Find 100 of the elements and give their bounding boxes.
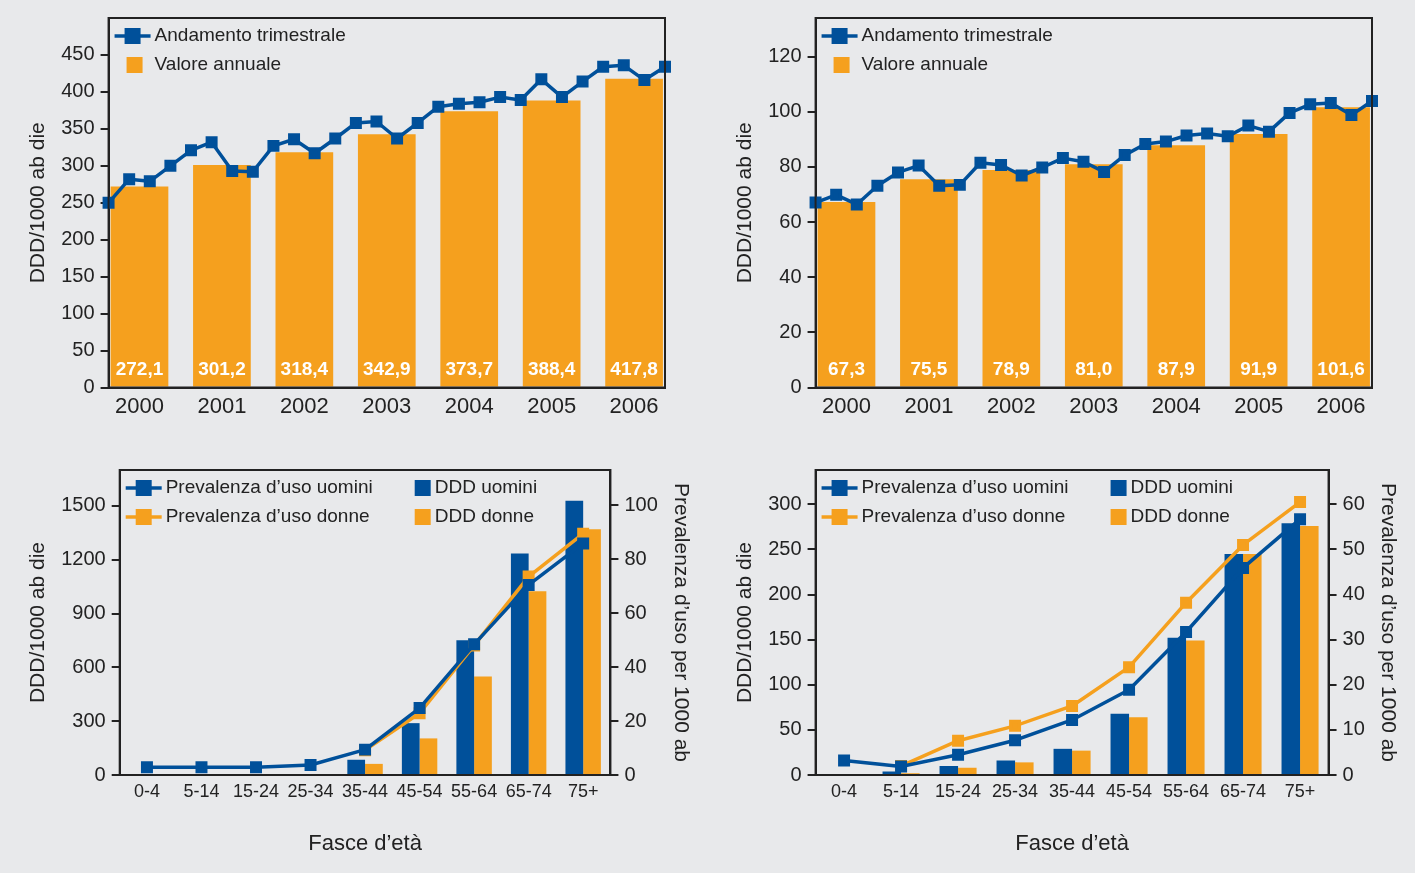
y2-tick-label: 30 bbox=[1342, 627, 1365, 650]
y-tick-label: 120 bbox=[768, 44, 802, 67]
x-tick-label: 55-64 bbox=[451, 780, 498, 801]
x-tick-label: 15-24 bbox=[232, 780, 280, 801]
x-tick-label: 2004 bbox=[444, 392, 494, 418]
data-label: 91,9 bbox=[1240, 358, 1278, 380]
y-tick-label: 0 bbox=[94, 762, 106, 785]
data-label: 272,1 bbox=[115, 358, 164, 380]
legend-label: Prevalenza d’uso uomini bbox=[861, 476, 1069, 498]
y-tick-label: 0 bbox=[83, 375, 95, 398]
y-tick-label: 900 bbox=[72, 601, 106, 624]
x-tick-label: 2004 bbox=[1151, 392, 1201, 418]
y2-tick-label: 80 bbox=[624, 546, 647, 569]
y-tick-label: 80 bbox=[779, 154, 802, 177]
x-tick-label: 2002 bbox=[279, 392, 329, 418]
y2-tick-label: 50 bbox=[1342, 536, 1365, 559]
x-tick-label: 2001 bbox=[197, 392, 247, 418]
x-tick-label: 2000 bbox=[822, 392, 871, 418]
data-label: 87,9 bbox=[1157, 358, 1195, 380]
y-axis-title: DDD/1000 ab die bbox=[732, 541, 756, 704]
y2-tick-label: 20 bbox=[624, 708, 647, 731]
y-tick-label: 50 bbox=[779, 717, 802, 740]
y-tick-label: 150 bbox=[768, 627, 802, 650]
y-tick-label: 100 bbox=[768, 99, 802, 122]
x-tick-label: 2005 bbox=[1234, 392, 1284, 418]
x-tick-label: 2002 bbox=[986, 392, 1036, 418]
data-label: 342,9 bbox=[363, 358, 411, 380]
y-tick-label: 100 bbox=[61, 301, 95, 324]
legend-label: Valore annuale bbox=[861, 53, 988, 75]
x-tick-label: 35-44 bbox=[342, 780, 389, 801]
x-tick-label: 25-34 bbox=[287, 780, 334, 801]
data-label: 388,4 bbox=[527, 358, 576, 380]
x-tick-label: 5-14 bbox=[883, 780, 920, 801]
x-axis-title: Fasce d’età bbox=[308, 829, 423, 855]
y-tick-label: 400 bbox=[61, 79, 95, 102]
y-tick-label: 1500 bbox=[61, 493, 106, 516]
x-tick-label: 45-54 bbox=[396, 780, 443, 801]
legend-label: Andamento trimestrale bbox=[861, 24, 1053, 46]
data-label: 67,3 bbox=[827, 358, 865, 380]
y-tick-label: 0 bbox=[790, 762, 802, 785]
y2-tick-label: 100 bbox=[624, 492, 658, 515]
legend-label: DDD uomini bbox=[1130, 476, 1233, 498]
x-tick-label: 5-14 bbox=[183, 780, 220, 801]
y-tick-label: 200 bbox=[768, 582, 802, 605]
y-tick-label: 300 bbox=[72, 708, 106, 731]
y-axis-title: DDD/1000 ab die bbox=[732, 122, 756, 284]
y-tick-label: 50 bbox=[72, 338, 95, 361]
x-tick-label: 2000 bbox=[115, 392, 164, 418]
x-tick-label: 75+ bbox=[1284, 780, 1316, 801]
y-tick-label: 450 bbox=[61, 42, 95, 65]
y-tick-label: 0 bbox=[790, 375, 802, 398]
legend-label: Prevalenza d’uso uomini bbox=[165, 476, 373, 498]
y2-tick-label: 20 bbox=[1342, 672, 1365, 695]
y-axis-title: DDD/1000 ab die bbox=[25, 541, 49, 704]
legend-label: DDD uomini bbox=[434, 476, 538, 498]
y2-axis-title: Prevalenza d’uso per 1000 ab bbox=[670, 482, 694, 763]
x-tick-label: 55-64 bbox=[1163, 780, 1210, 801]
x-tick-label: 65-74 bbox=[1220, 780, 1267, 801]
y2-tick-label: 0 bbox=[1342, 762, 1354, 785]
y2-tick-label: 60 bbox=[1342, 491, 1365, 514]
data-label: 75,5 bbox=[910, 358, 948, 380]
y-tick-label: 150 bbox=[61, 264, 95, 287]
x-tick-label: 0-4 bbox=[133, 780, 160, 801]
y-tick-label: 300 bbox=[768, 491, 802, 514]
y2-tick-label: 10 bbox=[1342, 717, 1365, 740]
x-tick-label: 2001 bbox=[904, 392, 954, 418]
data-label: 101,6 bbox=[1317, 358, 1365, 380]
y2-tick-label: 0 bbox=[624, 762, 636, 785]
data-label: 78,9 bbox=[992, 358, 1030, 380]
y-tick-label: 250 bbox=[61, 190, 95, 213]
y-tick-label: 250 bbox=[768, 536, 802, 559]
x-tick-label: 2003 bbox=[362, 392, 412, 418]
y-tick-label: 600 bbox=[72, 654, 106, 677]
x-tick-label: 2005 bbox=[527, 392, 577, 418]
legend-label: Valore annuale bbox=[154, 53, 281, 75]
y-tick-label: 100 bbox=[768, 672, 802, 695]
x-tick-label: 35-44 bbox=[1049, 780, 1096, 801]
x-tick-label: 65-74 bbox=[505, 780, 552, 801]
x-tick-label: 15-24 bbox=[935, 780, 982, 801]
data-label: 318,4 bbox=[280, 358, 329, 380]
y-tick-label: 300 bbox=[61, 153, 95, 176]
y-axis-title: DDD/1000 ab die bbox=[25, 122, 49, 284]
x-tick-label: 75+ bbox=[567, 780, 599, 801]
x-axis-title: Fasce d’età bbox=[1015, 829, 1130, 855]
data-label: 301,2 bbox=[198, 358, 246, 380]
x-tick-label: 2003 bbox=[1069, 392, 1119, 418]
x-tick-label: 0-4 bbox=[831, 780, 858, 801]
y-tick-label: 20 bbox=[779, 319, 802, 342]
data-label: 81,0 bbox=[1075, 358, 1113, 380]
x-tick-label: 2006 bbox=[609, 392, 659, 418]
x-tick-label: 2006 bbox=[1316, 392, 1366, 418]
data-label: 417,8 bbox=[610, 358, 658, 380]
y2-tick-label: 40 bbox=[624, 654, 647, 677]
y-tick-label: 60 bbox=[779, 209, 802, 232]
y2-axis-title: Prevalenza d’uso per 1000 ab bbox=[1377, 482, 1401, 763]
y-tick-label: 200 bbox=[61, 227, 95, 250]
x-tick-label: 25-34 bbox=[992, 780, 1039, 801]
legend-label: Prevalenza d’uso donne bbox=[165, 505, 370, 527]
y-tick-label: 1200 bbox=[61, 547, 106, 570]
legend-label: DDD donne bbox=[1130, 505, 1230, 527]
